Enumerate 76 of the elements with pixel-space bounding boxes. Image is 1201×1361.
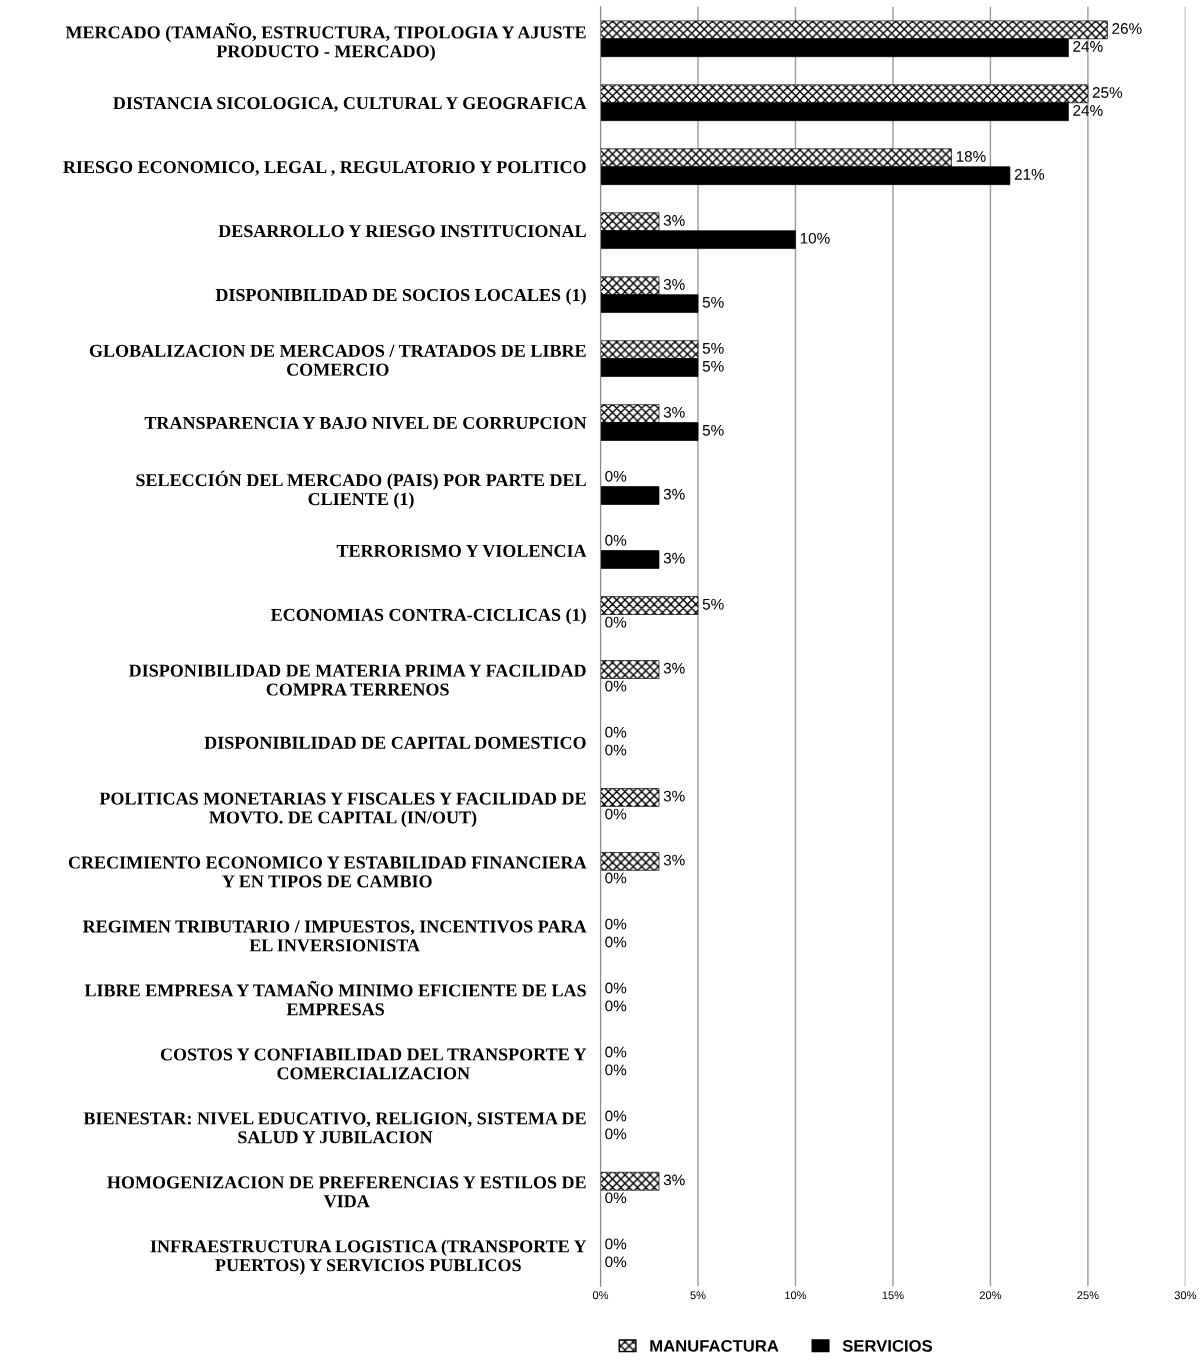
y-tick-label: CRECIMIENTO ECONOMICO Y ESTABILIDAD FINANCIERA Y EN TIPOS DE CAMBIO [68,856,587,888]
x-tick-label: 25% [1077,1291,1099,1300]
data-label: 0% [605,1110,627,1122]
y-tick-label: DISPONIBILIDAD DE CAPITAL DOMESTICO [204,736,586,749]
data-label: 0% [605,808,627,820]
data-label: 3% [663,662,685,674]
data-label: 0% [605,1064,627,1076]
data-label: 0% [605,936,627,948]
data-label: 18% [956,151,986,162]
bar [600,660,660,679]
data-label: 3% [663,278,685,290]
y-tick-label: COSTOS Y CONFIABILIDAD DEL TRANSPORTE Y COMERCIALIZACION [160,1048,587,1080]
x-tick-label: 0% [592,1291,609,1300]
data-label: 24% [1073,41,1103,52]
legend-label: SERVICIOS [842,1339,933,1352]
y-tick-label: TRANSPARENCIA Y BAJO NIVEL DE CORRUPCION [144,416,587,430]
x-tick-label: 30% [1174,1291,1197,1300]
data-label: 3% [663,406,685,418]
data-label: 3% [663,552,685,564]
y-tick-label: MERCADO (TAMAÑO, ESTRUCTURA, TIPOLOGIA Y AJUSTE PRODUCTO - MERCADO) [65,22,586,62]
data-label: 0% [605,744,627,756]
legend-label: MANUFACTURA [650,1339,779,1352]
data-label: 3% [663,488,685,500]
data-label: 25% [1092,87,1123,98]
bar [600,486,660,505]
bar [600,596,699,615]
y-tick-label: TERRORISMO Y VIOLENCIA [336,544,587,558]
y-tick-label: ECONOMIAS CONTRA-CICLICAS (1) [270,608,586,625]
data-label: 0% [605,680,627,692]
y-tick-label: REGIMEN TRIBUTARIO / IMPUESTOS, INCENTIVOS PARA EL INVERSIONISTA [82,920,587,952]
bar [600,1171,660,1191]
data-label: 0% [605,616,627,628]
y-tick-label: DISTANCIA SICOLOGICA, CULTURAL Y GEOGRAFICA [113,97,587,112]
bar [600,852,660,871]
bar [600,788,660,807]
data-label: 5% [702,343,724,354]
data-label: 5% [702,296,724,308]
data-label: 0% [605,1128,627,1140]
data-label: 0% [605,1238,627,1250]
data-label: 3% [663,1174,685,1186]
x-tick-label: 20% [979,1291,1002,1300]
data-label: 5% [702,424,724,436]
data-label: 3% [663,854,685,866]
x-tick-label: 15% [882,1291,904,1300]
y-tick-label: SELECCIÓN DEL MERCADO (PAIS) POR PARTE DEL CLIENTE (1) [136,470,586,509]
data-label: 24% [1073,104,1103,116]
bar [600,550,660,569]
y-tick-label: INFRAESTRUCTURA LOGISTICA (TRANSPORTE Y PUERTOS) Y SERVICIOS PUBLICOS [150,1239,587,1275]
y-tick-label: DISPONIBILIDAD DE SOCIOS LOCALES (1) [215,288,586,305]
data-label: 0% [605,726,627,738]
data-label: 3% [663,790,685,802]
y-tick-label: BIENESTAR: NIVEL EDUCATIVO, RELIGION, SISTEMA DE SALUD Y JUBILACION [83,1112,586,1144]
data-label: 0% [605,1000,627,1012]
data-label: 5% [702,360,724,372]
y-tick-label: HOMOGENIZACION DE PREFERENCIAS Y ESTILOS DE VIDA [107,1176,586,1208]
data-label: 0% [605,918,627,930]
data-label: 0% [605,1256,627,1268]
data-label: 0% [605,1046,627,1058]
data-label: 5% [702,598,724,610]
data-label: 0% [605,534,627,546]
data-label: 3% [663,215,685,226]
data-label: 0% [605,470,627,482]
x-tick-label: 10% [785,1291,807,1300]
y-tick-label: GLOBALIZACION DE MERCADOS / TRATADOS DE LIBRE COMERCIO [89,344,586,376]
data-label: 0% [605,1192,627,1204]
data-label: 26% [1112,23,1142,34]
y-tick-label: RIESGO ECONOMICO, LEGAL , REGULATORIO Y POLITICO [63,161,586,176]
data-label: 0% [605,982,627,994]
y-tick-label: LIBRE EMPRESA Y TAMAÑO MINIMO EFICIENTE DE LAS EMPRESAS [84,980,586,1016]
data-label: 21% [1014,168,1045,180]
y-tick-label: DISPONIBILIDAD DE MATERIA PRIMA Y FACILIDAD COMPRA TERRENOS [128,664,586,696]
data-label: 10% [800,232,830,244]
data-label: 0% [605,872,627,884]
y-tick-label: POLITICAS MONETARIAS Y FISCALES Y FACILIDAD DE MOVTO. DE CAPITAL (IN/OUT) [99,792,586,828]
y-tick-label: DESARROLLO Y RIESGO INSTITUCIONAL [218,225,586,238]
x-tick-label: 5% [690,1291,706,1300]
